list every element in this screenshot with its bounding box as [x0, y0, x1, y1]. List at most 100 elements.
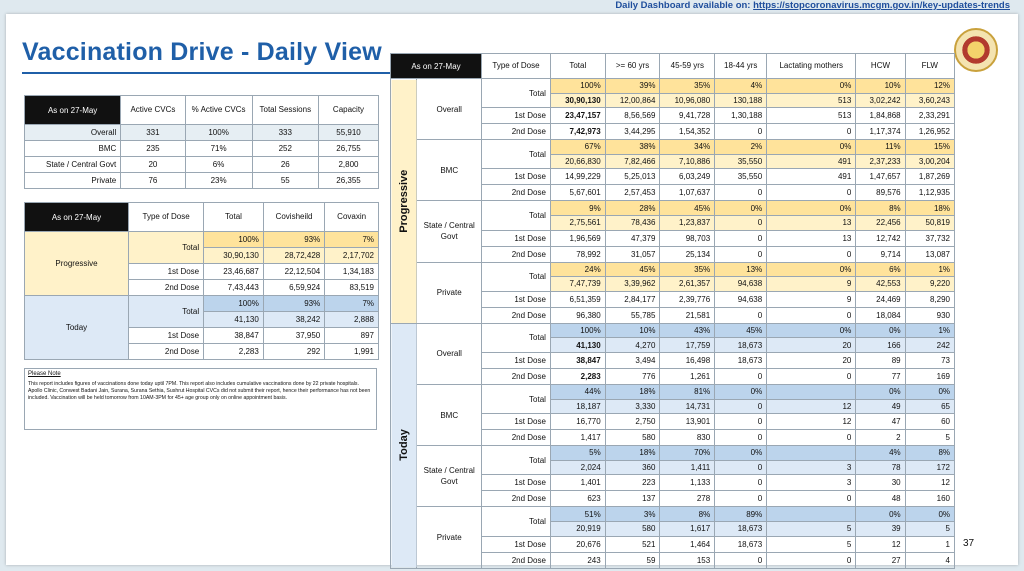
table-cell: 41,130: [549, 337, 606, 353]
table-cell: 1,417: [549, 429, 606, 447]
table-cell: 0%: [766, 139, 857, 155]
table-cell: 100%: [203, 295, 264, 312]
table-cell: 13,901: [659, 413, 716, 431]
table-cell: 930: [904, 306, 956, 324]
table-cell: 4%: [714, 78, 768, 94]
row-label: Total: [127, 295, 205, 328]
table-cell: 10%: [855, 78, 906, 94]
row-label: 1st Dose: [481, 229, 551, 247]
table-cell: 2%: [714, 139, 768, 155]
column-header: % Active CVCs: [184, 95, 253, 125]
table-cell: 93%: [262, 231, 326, 248]
table-cell: 580: [604, 429, 661, 447]
table-cell: 2,39,776: [659, 290, 716, 308]
table-cell: 21,581: [659, 306, 716, 324]
note-title: Please Note: [28, 371, 61, 377]
table-cell: 0: [766, 551, 857, 569]
table-cell: 3%: [604, 506, 661, 522]
table-cell: 13: [766, 214, 857, 231]
table-cell: 1,30,188: [714, 107, 768, 125]
table-cell: 98,703: [659, 229, 716, 247]
table-cell: 65: [904, 398, 956, 415]
table-row: 2nd Dose 7,43,443 6,59,924 83,519: [25, 279, 379, 296]
column-header: Covaxin: [324, 202, 379, 232]
table-cell: 5: [904, 520, 956, 537]
row-label: 1st Dose: [481, 535, 551, 553]
table-cell: 45%: [604, 261, 661, 278]
table-cell: 0%: [855, 383, 906, 400]
table-row: BMC 235 71% 252 26,755: [23, 140, 380, 157]
table-cell: 513: [766, 92, 857, 109]
table-cell: 243: [549, 551, 606, 569]
table-cell: 5,67,601: [549, 184, 606, 202]
table-cell: 18,084: [855, 306, 906, 324]
table-row: 2nd Dose 623 137 278 0 0 48 160: [391, 490, 956, 508]
table-cell: 1,617: [659, 520, 716, 537]
column-header: Type of Dose: [481, 53, 551, 79]
table-cell: 38,847: [203, 327, 264, 344]
corner-cell: As on 27-May: [24, 202, 129, 232]
page-title: Vaccination Drive - Daily View: [22, 38, 382, 66]
row-label: Total: [481, 77, 551, 109]
cvc-table: As on 27-May Active CVCs% Active CVCs Tota…: [23, 95, 380, 189]
table-cell: 2,17,702: [324, 247, 379, 264]
table-cell: 35%: [659, 261, 716, 278]
table-cell: 1,54,352: [659, 123, 716, 141]
row-label: 2nd Dose: [127, 279, 205, 296]
table-row: 1st Dose 14,99,229 5,25,013 6,03,249 35,550 4…: [391, 168, 956, 186]
table-cell: 0: [714, 229, 768, 247]
table-cell: 3,02,242: [855, 92, 906, 109]
table-cell: 7,43,443: [203, 279, 264, 296]
table-cell: 96,380: [549, 306, 606, 324]
row-label: 2nd Dose: [481, 123, 551, 141]
dashboard-link[interactable]: https://stopcoronavirus.mcgm.gov.in/key-…: [753, 0, 1010, 11]
table-cell: 18%: [604, 445, 661, 461]
table-cell: 7,82,466: [604, 153, 661, 170]
row-label: Total: [481, 445, 551, 476]
row-label: 1st Dose: [481, 168, 551, 186]
table-cell: 0%: [714, 383, 768, 400]
table-cell: 60: [904, 413, 956, 431]
table-cell: 34%: [659, 139, 716, 155]
table-cell: 9: [766, 276, 857, 292]
table-cell: 1,84,868: [855, 107, 906, 125]
table-cell: 9,41,728: [659, 107, 716, 125]
table-cell: 14,731: [659, 398, 716, 415]
table-row: 18,187 3,330 14,731 0 12 49 65: [391, 398, 956, 415]
table-cell: 2,024: [549, 459, 606, 476]
group-label: Progressive: [24, 231, 129, 296]
table-cell: 3: [766, 474, 857, 492]
table-cell: 9,714: [855, 245, 906, 263]
table-cell: 42,553: [855, 276, 906, 292]
column-header: 18-44 yrs: [714, 53, 768, 79]
table-cell: 0%: [766, 261, 857, 278]
table-cell: 491: [766, 168, 857, 186]
table-cell: 1,261: [659, 367, 716, 385]
table-cell: 35,550: [714, 153, 768, 170]
table-cell: 360: [604, 459, 661, 476]
table-cell: 18,673: [714, 535, 768, 553]
group-label: State / Central Govt: [416, 200, 482, 263]
table-row: 1st Dose 38,847 37,950 897: [25, 327, 379, 344]
table-cell: 242: [904, 337, 956, 353]
table-cell: 3,39,962: [604, 276, 661, 292]
table-cell: 39%: [604, 78, 661, 94]
table-cell: 0: [714, 398, 768, 415]
table-cell: 0%: [714, 445, 768, 461]
table-cell: 6%: [855, 261, 906, 278]
table-cell: 137: [604, 490, 661, 508]
table-cell: 27: [855, 551, 906, 569]
table-cell: 0: [766, 490, 857, 508]
table-row: State / Central Govt Total 5% 18% 70% 0% 4% 8%: [391, 445, 956, 508]
table-cell: 25,134: [659, 245, 716, 263]
table-cell: 76: [120, 172, 186, 189]
table-cell: 0: [766, 245, 857, 263]
table-cell: 71%: [184, 140, 253, 157]
table-cell: 6%: [184, 156, 253, 173]
note-text: This report includes figures of vaccinat…: [28, 381, 371, 401]
table-cell: 0: [714, 245, 768, 263]
table-cell: 252: [251, 140, 319, 157]
row-label: 2nd Dose: [481, 551, 551, 569]
slide: Vaccination Drive - Daily View 37 As on …: [6, 14, 1018, 569]
table-cell: 20: [766, 351, 857, 369]
